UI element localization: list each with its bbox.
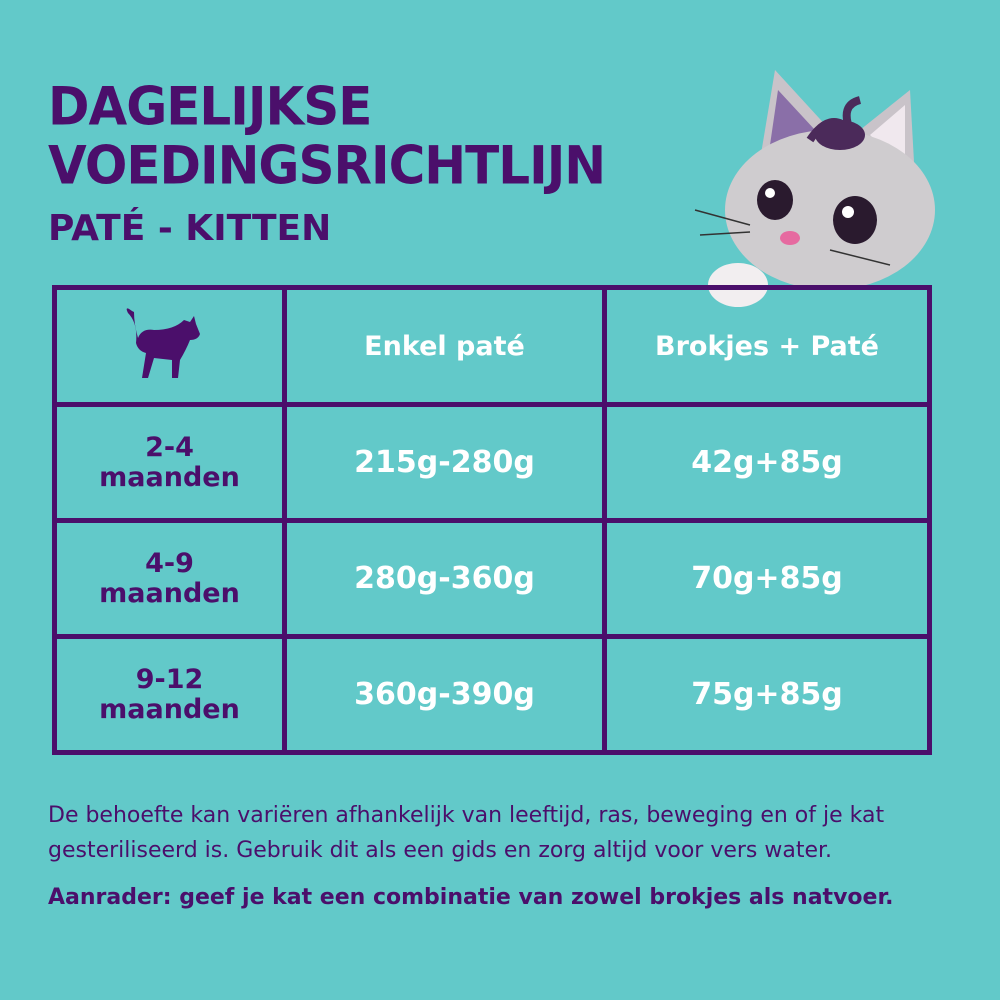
age-range: 9-12 (135, 663, 204, 695)
cat-silhouette-icon (126, 307, 200, 378)
column-header-pate-only: Enkel paté (282, 285, 607, 407)
title-line-1: DAGELIJKSE (48, 76, 372, 138)
footer-note: De behoefte kan variëren afhankelijk van… (48, 803, 885, 863)
footer-recommendation: Aanrader: geef je kat een combinatie van… (48, 885, 894, 910)
pate-only-cell: 215g-280g (282, 402, 607, 523)
age-unit: maanden (99, 693, 240, 725)
pate-only-cell: 280g-360g (282, 518, 607, 639)
age-range: 4-9 (145, 547, 194, 579)
table-row: 4-9 maanden 280g-360g 70g+85g (52, 518, 932, 639)
column-header-kibble-pate: Brokjes + Paté (602, 285, 932, 407)
age-cell: 4-9 maanden (52, 518, 287, 639)
page-title: DAGELIJKSE VOEDINGSRICHTLIJN (48, 76, 606, 196)
table-header-row: Enkel paté Brokjes + Paté (52, 285, 932, 407)
pate-only-cell: 360g-390g (282, 634, 607, 755)
age-cell: 9-12 maanden (52, 634, 287, 755)
age-cell: 2-4 maanden (52, 402, 287, 523)
kitten-mascot-illustration (694, 70, 935, 307)
feeding-table: Enkel paté Brokjes + Paté 2-4 maanden 215… (52, 285, 932, 755)
title-line-2: VOEDINGSRICHTLIJN (48, 134, 606, 196)
kibble-pate-cell: 42g+85g (602, 402, 932, 523)
kibble-pate-cell: 75g+85g (602, 634, 932, 755)
age-unit: maanden (99, 461, 240, 493)
page-subtitle: PATÉ - KITTEN (48, 208, 332, 249)
kibble-pate-cell: 70g+85g (602, 518, 932, 639)
age-unit: maanden (99, 577, 240, 609)
age-range: 2-4 (145, 431, 194, 463)
header-icon-cell (52, 285, 287, 407)
table-row: 9-12 maanden 360g-390g 75g+85g (52, 634, 932, 755)
table-row: 2-4 maanden 215g-280g 42g+85g (52, 402, 932, 523)
